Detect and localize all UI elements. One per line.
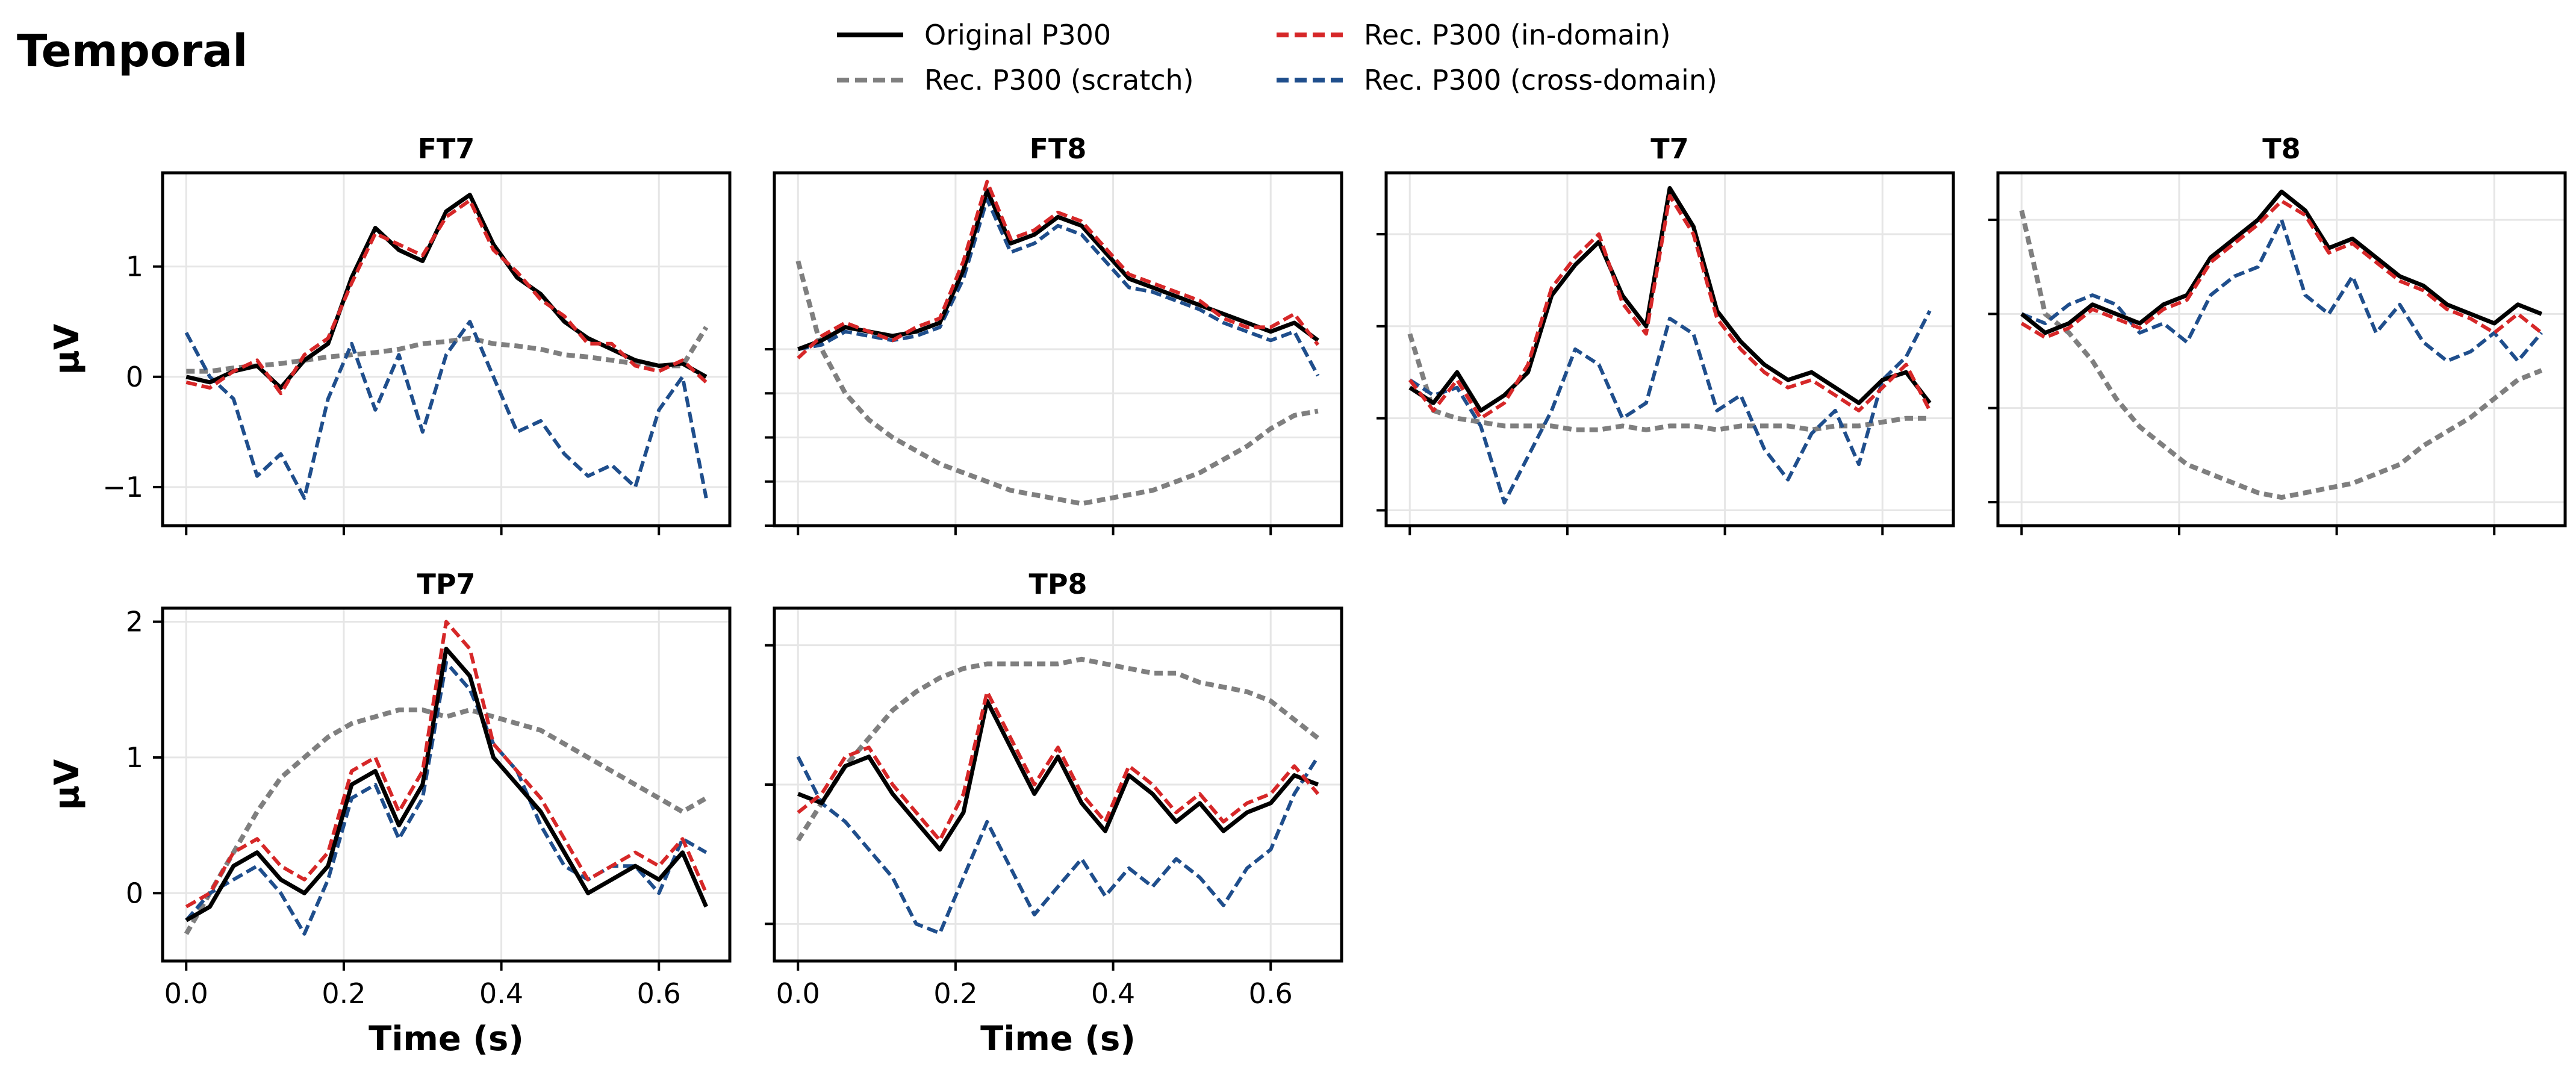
panels: −1 0 1 FT7 μV FT8 T7 T8 0.0 0.2 0.4 0.6 0 1 2 TP7 μV Time… (48, 132, 2567, 1059)
series-in-domain (797, 179, 1320, 359)
x-tick-label: 0.6 (1249, 977, 1293, 1010)
series-in-domain (185, 620, 708, 909)
plot-frame (161, 606, 732, 963)
plot-frame (161, 171, 732, 527)
x-tick-label: 0.0 (776, 977, 820, 1010)
x-axis-label: Time (s) (369, 1019, 524, 1059)
series-in-domain (2020, 199, 2543, 340)
y-tick-label: 0 (126, 361, 143, 393)
series-scratch (2019, 210, 2543, 500)
panel-ft8: FT8 (765, 132, 1343, 535)
y-axis-label: μV (48, 323, 87, 375)
panel-t7: T7 (1377, 132, 1955, 535)
series-cross-domain (184, 320, 708, 500)
series-cross-domain (797, 197, 1320, 377)
legend-item-cross-domain: Rec. P300 (cross-domain) (1277, 64, 1717, 96)
series-cross-domain (796, 756, 1320, 935)
legend-item-in-domain: Rec. P300 (in-domain) (1277, 19, 1671, 51)
panel-tp8: 0.0 0.2 0.4 0.6 TP8 Time (s) (765, 568, 1343, 1059)
y-tick-label: −1 (102, 471, 143, 503)
y-tick-label: 0 (126, 877, 143, 909)
legend-label: Rec. P300 (scratch) (924, 64, 1194, 96)
series-original (1408, 186, 1932, 413)
x-tick-label: 0.0 (164, 977, 208, 1010)
legend-label: Original P300 (924, 19, 1111, 51)
x-tick-label: 0.2 (322, 977, 366, 1010)
series-in-domain (185, 198, 708, 396)
series-original (185, 647, 709, 922)
legend: Original P300 Rec. P300 (scratch) Rec. P30… (837, 19, 1717, 96)
legend-label: Rec. P300 (cross-domain) (1364, 64, 1717, 96)
y-tick-label: 1 (126, 250, 143, 283)
series-cross-domain (185, 661, 708, 936)
panel-title: FT8 (1030, 132, 1087, 165)
panel-title: T8 (2262, 132, 2300, 165)
series-scratch (186, 326, 709, 374)
plot-frame (1384, 171, 1955, 527)
legend-item-scratch: Rec. P300 (scratch) (837, 64, 1194, 96)
panel-title: T7 (1650, 132, 1688, 165)
series-original (797, 188, 1319, 352)
legend-item-original: Original P300 (837, 19, 1111, 51)
y-axis-label: μV (48, 759, 87, 810)
series-in-domain (1408, 194, 1932, 420)
panel-t8: T8 (1988, 132, 2567, 535)
panel-title: TP7 (417, 568, 475, 600)
x-tick-label: 0.4 (1091, 977, 1135, 1010)
x-axis-label: Time (s) (980, 1019, 1136, 1059)
series-original (2020, 189, 2543, 335)
panel-tp7: 0.0 0.2 0.4 0.6 0 1 2 TP7 μV Time (s) (48, 568, 732, 1059)
x-tick-label: 0.2 (933, 977, 977, 1010)
panel-title: FT7 (418, 132, 475, 165)
series-scratch (795, 656, 1320, 842)
series-scratch (184, 708, 708, 935)
series-original (797, 698, 1319, 852)
series-cross-domain (1408, 309, 1932, 505)
series-cross-domain (2021, 218, 2543, 363)
series-scratch (795, 260, 1319, 506)
x-tick-label: 0.4 (479, 977, 523, 1010)
plot-frame (1996, 171, 2567, 527)
legend-label: Rec. P300 (in-domain) (1364, 19, 1671, 51)
panel-ft7: −1 0 1 FT7 μV (48, 132, 732, 535)
figure-title: Temporal (17, 25, 248, 77)
series-in-domain (797, 689, 1320, 842)
panel-title: TP8 (1028, 568, 1087, 600)
y-tick-label: 2 (126, 606, 143, 638)
y-tick-label: 1 (126, 741, 143, 774)
x-tick-label: 0.6 (637, 977, 681, 1010)
